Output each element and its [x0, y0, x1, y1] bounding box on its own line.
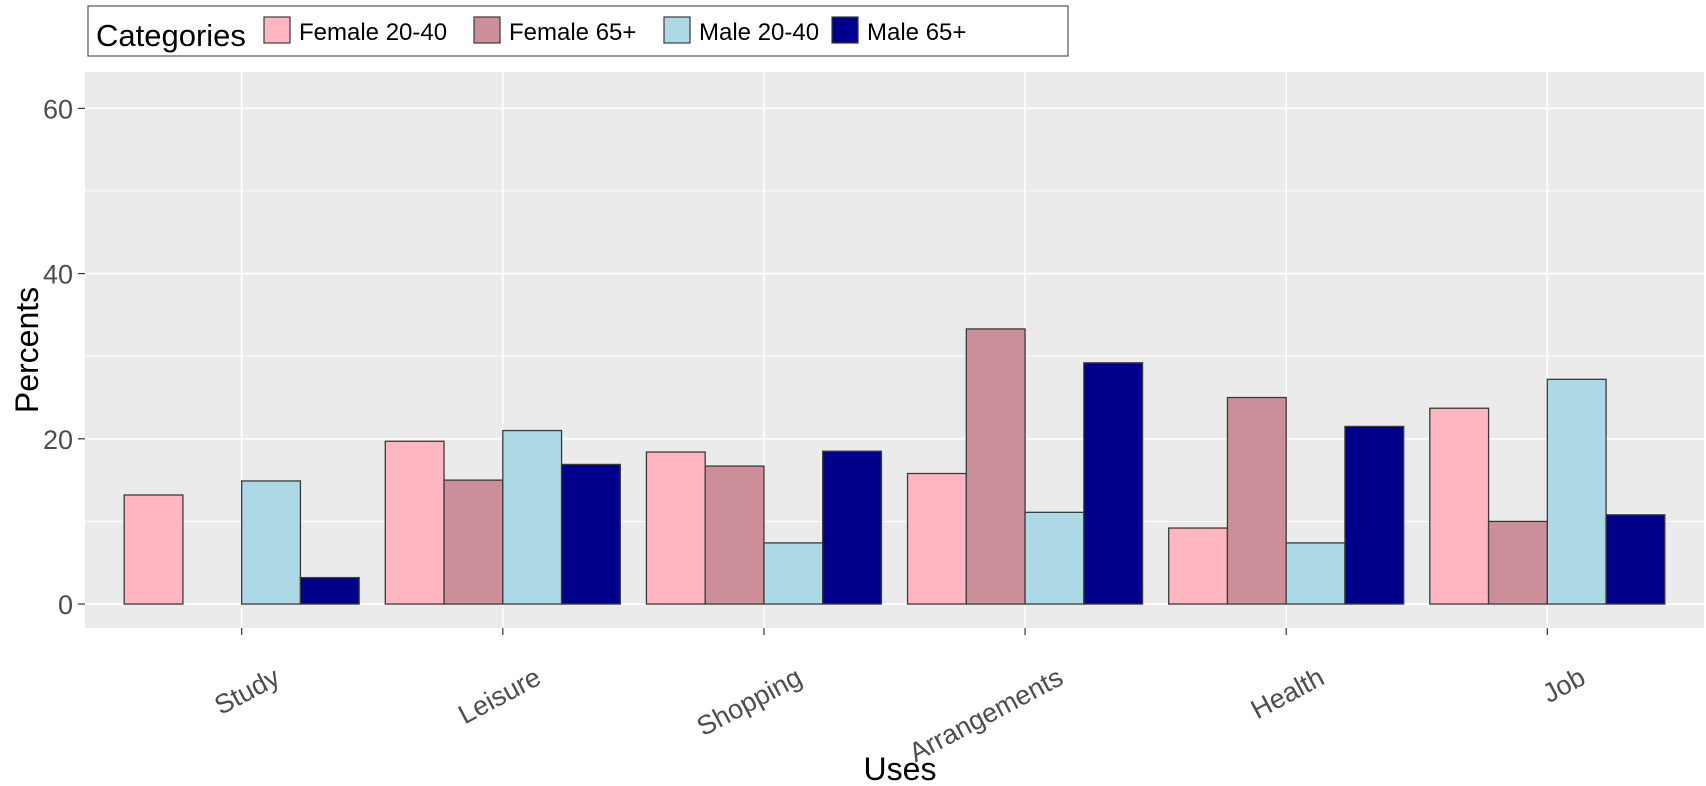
- legend-label: Female 65+: [509, 19, 636, 46]
- bar-female-65--shopping: [704, 465, 765, 605]
- bar-male-65--job: [1605, 514, 1666, 605]
- bar-male-65--study: [299, 576, 360, 605]
- bar-male-20-40-job: [1546, 378, 1607, 605]
- legend-label: Male 20-40: [699, 19, 819, 46]
- legend-key: [263, 16, 291, 44]
- bar-female-20-40-shopping: [645, 451, 706, 605]
- y-tick-label: 0: [58, 590, 73, 620]
- x-tick-label: Study: [209, 662, 284, 721]
- bar-male-65--arrangements: [1083, 362, 1144, 605]
- bar-female-65--arrangements: [965, 328, 1026, 605]
- bar-female-20-40-leisure: [384, 440, 445, 605]
- bar-male-20-40-study: [241, 480, 302, 605]
- x-axis-ticks: Study Leisure Shopping Arrangements Health Jo…: [209, 628, 1590, 768]
- bar-female-20-40-job: [1429, 407, 1490, 605]
- legend-key: [663, 16, 691, 44]
- legend-box: [87, 5, 1069, 57]
- legend-label: Male 65+: [867, 19, 966, 46]
- legend-label: Female 20-40: [299, 19, 447, 46]
- y-axis-label: Percents: [9, 287, 45, 413]
- y-axis-ticks: 0 20 40 60: [43, 94, 85, 620]
- y-tick-label: 40: [43, 260, 73, 290]
- legend: Categories Female 20-40 Female 65+ Male 20…: [87, 5, 1069, 57]
- legend-title: Categories: [96, 18, 246, 53]
- x-tick-label: Job: [1538, 662, 1591, 709]
- bar-male-20-40-shopping: [763, 542, 824, 605]
- bar-male-20-40-leisure: [502, 429, 563, 605]
- bar-male-20-40-health: [1285, 542, 1346, 605]
- bar-female-65--job: [1487, 520, 1548, 605]
- bar-male-65--leisure: [560, 463, 621, 605]
- x-tick-label: Health: [1246, 662, 1329, 725]
- bar-male-20-40-arrangements: [1024, 511, 1085, 605]
- x-tick-label: Shopping: [692, 662, 807, 742]
- bar-female-65--health: [1226, 396, 1287, 605]
- bar-male-65--shopping: [822, 450, 883, 605]
- bar-female-65--leisure: [443, 479, 504, 605]
- y-tick-label: 20: [43, 425, 73, 455]
- bar-female-20-40-study: [123, 494, 184, 605]
- bar-female-20-40-arrangements: [906, 472, 967, 605]
- legend-key: [831, 16, 859, 44]
- x-axis-label: Uses: [864, 751, 937, 786]
- bar-male-65--health: [1344, 425, 1405, 605]
- x-tick-label: Leisure: [453, 662, 545, 730]
- y-tick-label: 60: [43, 94, 73, 124]
- bars: [123, 328, 1666, 605]
- bar-female-20-40-health: [1168, 527, 1229, 605]
- legend-key: [473, 16, 501, 44]
